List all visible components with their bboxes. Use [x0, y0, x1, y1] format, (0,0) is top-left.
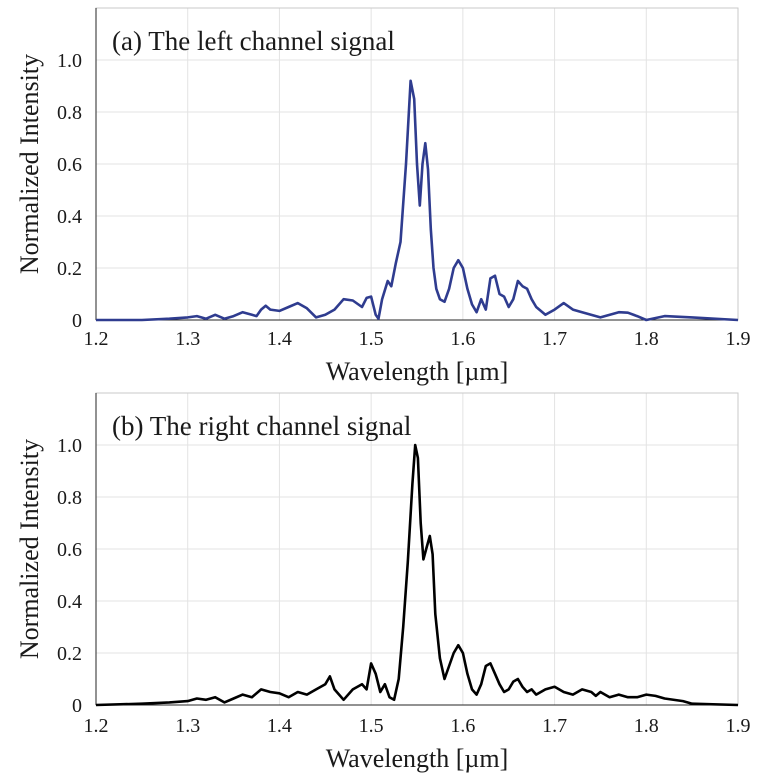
y-tick-label: 1.0: [57, 50, 82, 72]
x-axis-label: Wavelength [µm]: [326, 744, 509, 773]
x-axis-label: Wavelength [µm]: [326, 357, 509, 386]
x-tick-label: 1.5: [359, 715, 384, 737]
panel-title: (b) The right channel signal: [112, 411, 411, 441]
y-axis-label: Normalized Intensity: [15, 54, 44, 274]
x-tick-label: 1.9: [726, 328, 751, 350]
x-tick-label: 1.6: [450, 715, 475, 737]
y-tick-label: 0.4: [57, 591, 82, 613]
x-tick-label: 1.4: [267, 715, 292, 737]
x-tick-label: 1.6: [450, 328, 475, 350]
x-tick-label: 1.2: [84, 715, 109, 737]
y-tick-label: 0.4: [57, 206, 82, 228]
chart-panel-a: 1.2 1.3 1.4 1.5 1.6 1.7 1.8 1.9 0 0.2 0.4 0.6 0.8 1.0…: [15, 7, 751, 386]
x-tick-label: 1.2: [84, 328, 109, 350]
x-tick-label: 1.3: [175, 328, 200, 350]
x-tick-label: 1.8: [634, 715, 659, 737]
y-tick-label: 0: [72, 310, 82, 332]
y-tick-label: 1.0: [57, 435, 82, 457]
x-tick-label: 1.9: [726, 715, 751, 737]
y-tick-label: 0.2: [57, 258, 82, 280]
chart-panel-b: 1.2 1.3 1.4 1.5 1.6 1.7 1.8 1.9 0 0.2 0.4 0.6 0.8 1.0…: [15, 392, 751, 773]
series-line: [95, 443, 739, 707]
x-tick-label: 1.3: [175, 715, 200, 737]
y-axis-label: Normalized Intensity: [15, 439, 44, 659]
y-tick-label: 0.2: [57, 643, 82, 665]
y-tick-label: 0.8: [57, 487, 82, 509]
y-tick-label: 0.6: [57, 154, 82, 176]
series-line: [96, 79, 739, 322]
y-tick-label: 0.8: [57, 102, 82, 124]
x-tick-label: 1.8: [634, 328, 659, 350]
x-tick-label: 1.7: [542, 328, 567, 350]
panel-title: (a) The left channel signal: [112, 26, 395, 56]
x-tick-label: 1.4: [267, 328, 292, 350]
x-tick-label: 1.5: [359, 328, 384, 350]
x-tick-label: 1.7: [542, 715, 567, 737]
y-tick-label: 0: [72, 695, 82, 717]
y-tick-label: 0.6: [57, 539, 82, 561]
